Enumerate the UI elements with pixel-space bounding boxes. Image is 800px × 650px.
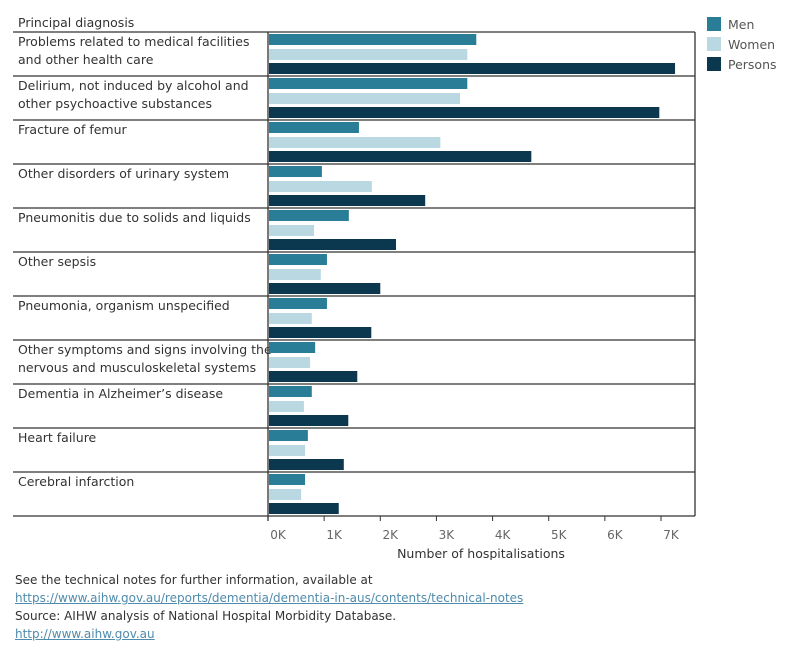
bar-chart: Principal diagnosis Problems related to m… [13,15,696,560]
category-label: Cerebral infarction [18,474,134,489]
row-header: Principal diagnosis [18,15,134,30]
category-label: Other sepsis [18,254,96,269]
technical-notes-text: See the technical notes for further info… [15,573,373,587]
bar-persons [269,283,381,294]
bar-persons [269,371,358,382]
bar-men [269,298,327,309]
bar-persons [269,459,344,470]
bar-persons [269,239,397,250]
x-tick-label: 5K [551,528,568,542]
legend-item-women[interactable]: Women [707,34,777,54]
bar-men [269,210,349,221]
legend-item-persons[interactable]: Persons [707,54,777,74]
bar-men [269,430,308,441]
bar-persons [269,195,426,206]
category-label: Heart failure [18,430,97,445]
category-label: other psychoactive substances [18,96,212,111]
bar-women [269,93,461,104]
legend: Men Women Persons [707,14,777,74]
bar-women [269,445,306,456]
category-label: Fracture of femur [18,122,128,137]
bar-men [269,386,312,397]
bar-women [269,225,315,236]
bar-women [269,49,468,60]
bar-persons [269,63,676,74]
bar-women [269,401,304,412]
legend-label-women: Women [728,36,776,52]
bar-women [269,137,441,148]
legend-label-persons: Persons [728,56,777,72]
category-label: Pneumonitis due to solids and liquids [18,210,251,225]
aihw-link[interactable]: http://www.aihw.gov.au [15,627,155,641]
category-label: Pneumonia, organism unspecified [18,298,230,313]
category-label: Other symptoms and signs involving the [18,342,272,357]
category-label: nervous and musculoskeletal systems [18,360,256,375]
x-tick-label: 7K [663,528,680,542]
category-label: and other health care [18,52,154,67]
category-label: Problems related to medical facilities [18,34,249,49]
legend-item-men[interactable]: Men [707,14,777,34]
bar-persons [269,151,532,162]
bar-women [269,489,302,500]
x-axis-title: Number of hospitalisations [397,546,565,560]
bar-persons [269,107,660,118]
legend-label-men: Men [728,16,755,32]
legend-swatch-women [707,37,721,51]
bar-persons [269,327,372,338]
x-tick-label: 1K [326,528,343,542]
x-tick-label: 2K [383,528,400,542]
category-label: Delirium, not induced by alcohol and [18,78,249,93]
category-label: Dementia in Alzheimer’s disease [18,386,223,401]
legend-swatch-men [707,17,721,31]
bar-persons [269,503,339,514]
bar-women [269,313,312,324]
x-tick-label: 4K [495,528,512,542]
x-tick-label: 6K [607,528,624,542]
bar-men [269,254,327,265]
bar-men [269,342,316,353]
bar-women [269,357,311,368]
legend-swatch-persons [707,57,721,71]
bar-men [269,34,477,45]
bar-women [269,181,372,192]
x-tick-label: 0K [270,528,287,542]
bar-men [269,166,322,177]
footer: See the technical notes for further info… [15,571,523,643]
bar-persons [269,415,349,426]
category-label: Other disorders of urinary system [18,166,229,181]
source-text: Source: AIHW analysis of National Hospit… [15,609,397,623]
bar-men [269,474,306,485]
x-tick-label: 3K [439,528,456,542]
bar-men [269,122,359,133]
bar-men [269,78,468,89]
bar-women [269,269,321,280]
technical-notes-link[interactable]: https://www.aihw.gov.au/reports/dementia… [15,591,524,605]
